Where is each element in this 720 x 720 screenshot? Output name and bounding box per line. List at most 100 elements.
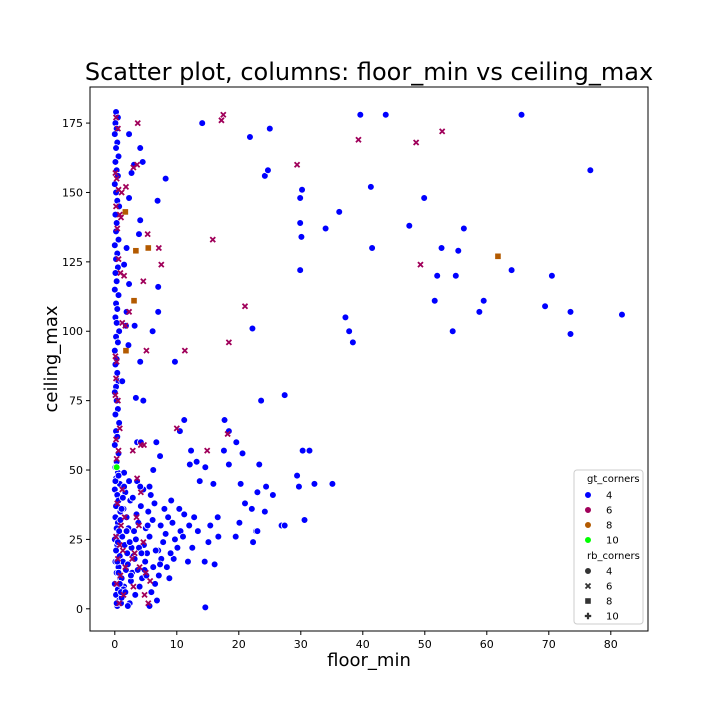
data-point [135,522,143,529]
legend-style-marker [584,582,592,590]
data-point [161,530,170,538]
x-tick-label: 60 [480,638,494,651]
data-point [137,489,144,496]
data-point [112,533,120,540]
data-point [112,391,119,399]
data-point [143,347,150,354]
data-point [541,302,549,311]
data-point [141,557,149,566]
x-tick-label: 0 [111,638,118,651]
data-point [420,194,428,202]
data-point [232,438,241,447]
x-axis-ticks: 0 10 20 30 40 50 60 70 80 [111,631,618,651]
data-point [111,130,119,138]
data-point [113,305,122,313]
data-point [114,397,122,404]
data-point [112,353,119,360]
y-axis-title: ceiling_max [41,305,62,412]
data-point [111,410,120,419]
data-point [180,416,189,424]
data-point [130,527,138,535]
data-point [138,158,147,166]
data-point [112,546,120,555]
data-point [405,221,414,230]
data-point [145,482,154,491]
data-point [460,224,468,233]
data-point [280,521,289,530]
data-point [255,460,264,469]
data-point [134,119,141,127]
data-point [566,330,575,338]
data-point [130,321,139,330]
data-point [143,521,152,530]
data-point [248,324,257,333]
data-point [122,244,131,252]
data-point [180,510,189,519]
data-point [145,245,152,251]
data-point [127,571,135,580]
data-point [156,560,164,569]
legend-hue-marker [584,521,592,529]
data-point [163,563,171,571]
data-point [335,208,344,216]
data-point [439,128,446,135]
legend-hue-label: 4 [606,491,612,502]
data-point [127,169,136,177]
x-tick-label: 50 [418,638,432,651]
data-point [186,460,194,469]
x-tick-label: 80 [604,638,618,651]
data-point [253,527,262,535]
data-point [265,124,274,133]
data-point [249,538,257,546]
data-point [214,532,223,541]
legend-hue-title: gt_corners [587,474,640,485]
data-point [187,446,195,455]
data-point [114,500,121,507]
data-point [113,175,120,182]
data-point [111,180,119,188]
data-point [147,588,156,596]
data-point [155,244,162,252]
data-point [181,347,188,354]
data-point [158,261,165,268]
data-point [194,527,202,535]
data-point [236,480,245,488]
data-point [248,505,256,513]
data-point [133,514,140,521]
data-point [204,538,213,546]
x-tick-label: 20 [232,638,246,651]
data-point [112,436,120,443]
data-point [139,396,148,405]
plot-area [89,86,649,632]
data-point [145,600,152,607]
data-point [269,491,277,499]
data-point [198,119,207,127]
data-point [246,133,254,141]
data-point [345,327,353,336]
legend-hue-label: 8 [606,521,612,532]
y-tick-label: 100 [62,325,83,338]
data-point [161,174,170,183]
data-point [136,216,145,225]
data-point [368,244,376,252]
y-tick-label: 0 [76,603,83,616]
data-point [166,549,175,558]
data-point [114,555,122,562]
data-point [131,591,140,599]
data-point [151,546,160,555]
data-point [517,110,526,119]
data-point [129,447,136,454]
legend-style-label: 6 [606,582,612,593]
data-point [200,557,209,566]
data-point [341,313,350,322]
data-point [112,169,119,177]
y-tick-label: 25 [69,533,83,546]
data-point [125,194,133,202]
data-point [264,166,272,175]
data-point [122,527,131,535]
legend-hue-marker [584,536,592,544]
data-point [137,502,145,510]
data-point [136,564,143,571]
data-point [119,319,126,327]
data-point [160,505,169,513]
